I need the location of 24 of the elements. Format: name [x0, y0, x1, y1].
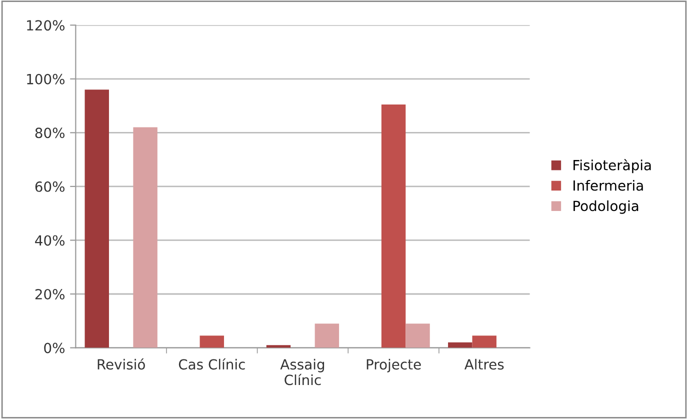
- bar: [472, 336, 496, 348]
- bar: [84, 90, 109, 348]
- legend-label: Infermeria: [574, 180, 643, 191]
- y-tick-label: 20%: [35, 288, 64, 300]
- legend-label: Podologia: [574, 200, 638, 214]
- x-tick-label: Cas Clínic: [178, 358, 245, 370]
- y-tick-label: 120%: [27, 20, 64, 31]
- bar: [266, 345, 291, 348]
- x-tick-label: Assaig Clínic: [280, 358, 324, 386]
- y-tick-label: 0%: [44, 342, 64, 354]
- y-tick-label: 80%: [35, 128, 64, 138]
- x-tick-label: Altres: [464, 358, 504, 370]
- x-tick-label: Projecte: [366, 358, 421, 372]
- bar: [406, 324, 430, 348]
- y-tick-label: 100%: [27, 74, 64, 84]
- bar: [314, 324, 340, 348]
- bar: [381, 104, 406, 348]
- bar: [133, 127, 158, 348]
- bar: [200, 336, 224, 348]
- bar: [448, 342, 472, 348]
- x-tick-label: Revisió: [98, 358, 145, 370]
- y-tick-label: 40%: [35, 235, 64, 246]
- legend-label: Fisioteràpia: [574, 159, 651, 174]
- y-tick-label: 60%: [35, 181, 64, 192]
